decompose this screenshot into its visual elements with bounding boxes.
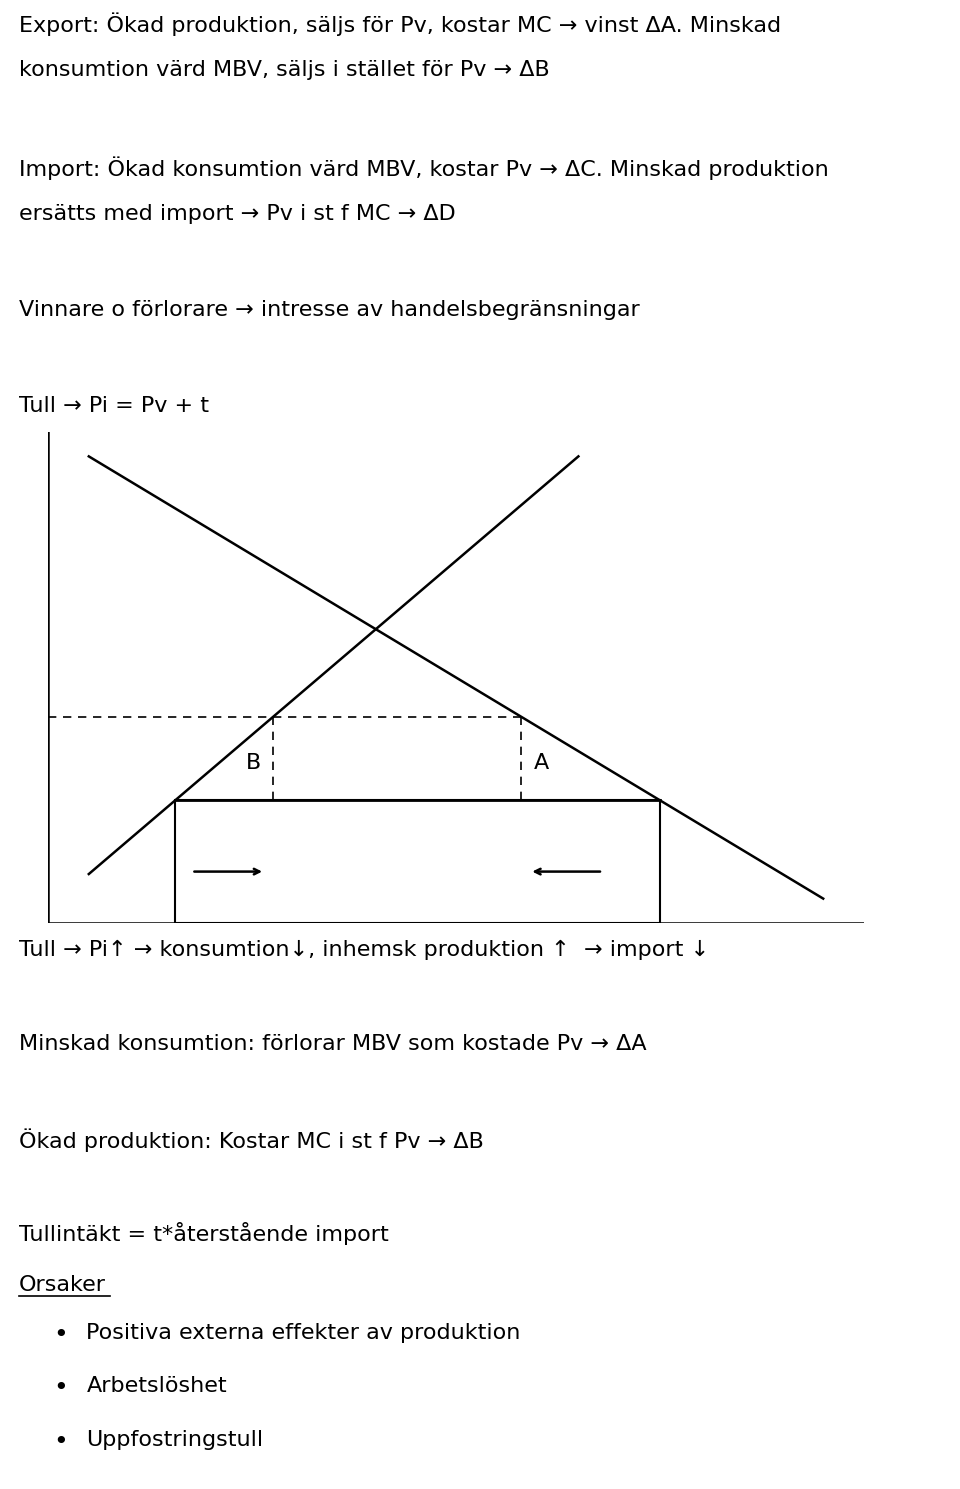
Bar	[175, 801, 660, 923]
Text: •: •	[53, 1376, 67, 1400]
Text: Tull → Pi↑ → konsumtion↓, inhemsk produktion ↑  → import ↓: Tull → Pi↑ → konsumtion↓, inhemsk produk…	[19, 940, 709, 960]
Text: Positiva externa effekter av produktion: Positiva externa effekter av produktion	[86, 1322, 520, 1343]
Text: Uppfostringstull: Uppfostringstull	[86, 1429, 264, 1450]
Text: Vinnare o förlorare → intresse av handelsbegränsningar: Vinnare o förlorare → intresse av handel…	[19, 301, 640, 320]
Text: ersätts med import → Pv i st f MC → ΔD: ersätts med import → Pv i st f MC → ΔD	[19, 204, 456, 225]
Text: Tullintäkt = t*återstående import: Tullintäkt = t*återstående import	[19, 1222, 389, 1245]
Text: Arbetslöshet: Arbetslöshet	[86, 1376, 227, 1397]
Text: •: •	[53, 1322, 67, 1346]
Text: Import: Ökad konsumtion värd MBV, kostar Pv → ΔC. Minskad produktion: Import: Ökad konsumtion värd MBV, kostar…	[19, 156, 828, 180]
Text: Export: Ökad produktion, säljs för Pv, kostar MC → vinst ΔA. Minskad: Export: Ökad produktion, säljs för Pv, k…	[19, 12, 781, 36]
Text: Minskad konsumtion: förlorar MBV som kostade Pv → ΔA: Minskad konsumtion: förlorar MBV som kos…	[19, 1033, 647, 1054]
Text: Ökad produktion: Kostar MC i st f Pv → ΔB: Ökad produktion: Kostar MC i st f Pv → Δ…	[19, 1129, 484, 1151]
Text: Orsaker: Orsaker	[19, 1275, 107, 1294]
Text: •: •	[53, 1429, 67, 1455]
Text: A: A	[534, 753, 549, 773]
Text: B: B	[246, 753, 261, 773]
Text: konsumtion värd MBV, säljs i stället för Pv → ΔB: konsumtion värd MBV, säljs i stället för…	[19, 61, 550, 80]
Text: Tull → Pi = Pv + t: Tull → Pi = Pv + t	[19, 396, 209, 415]
